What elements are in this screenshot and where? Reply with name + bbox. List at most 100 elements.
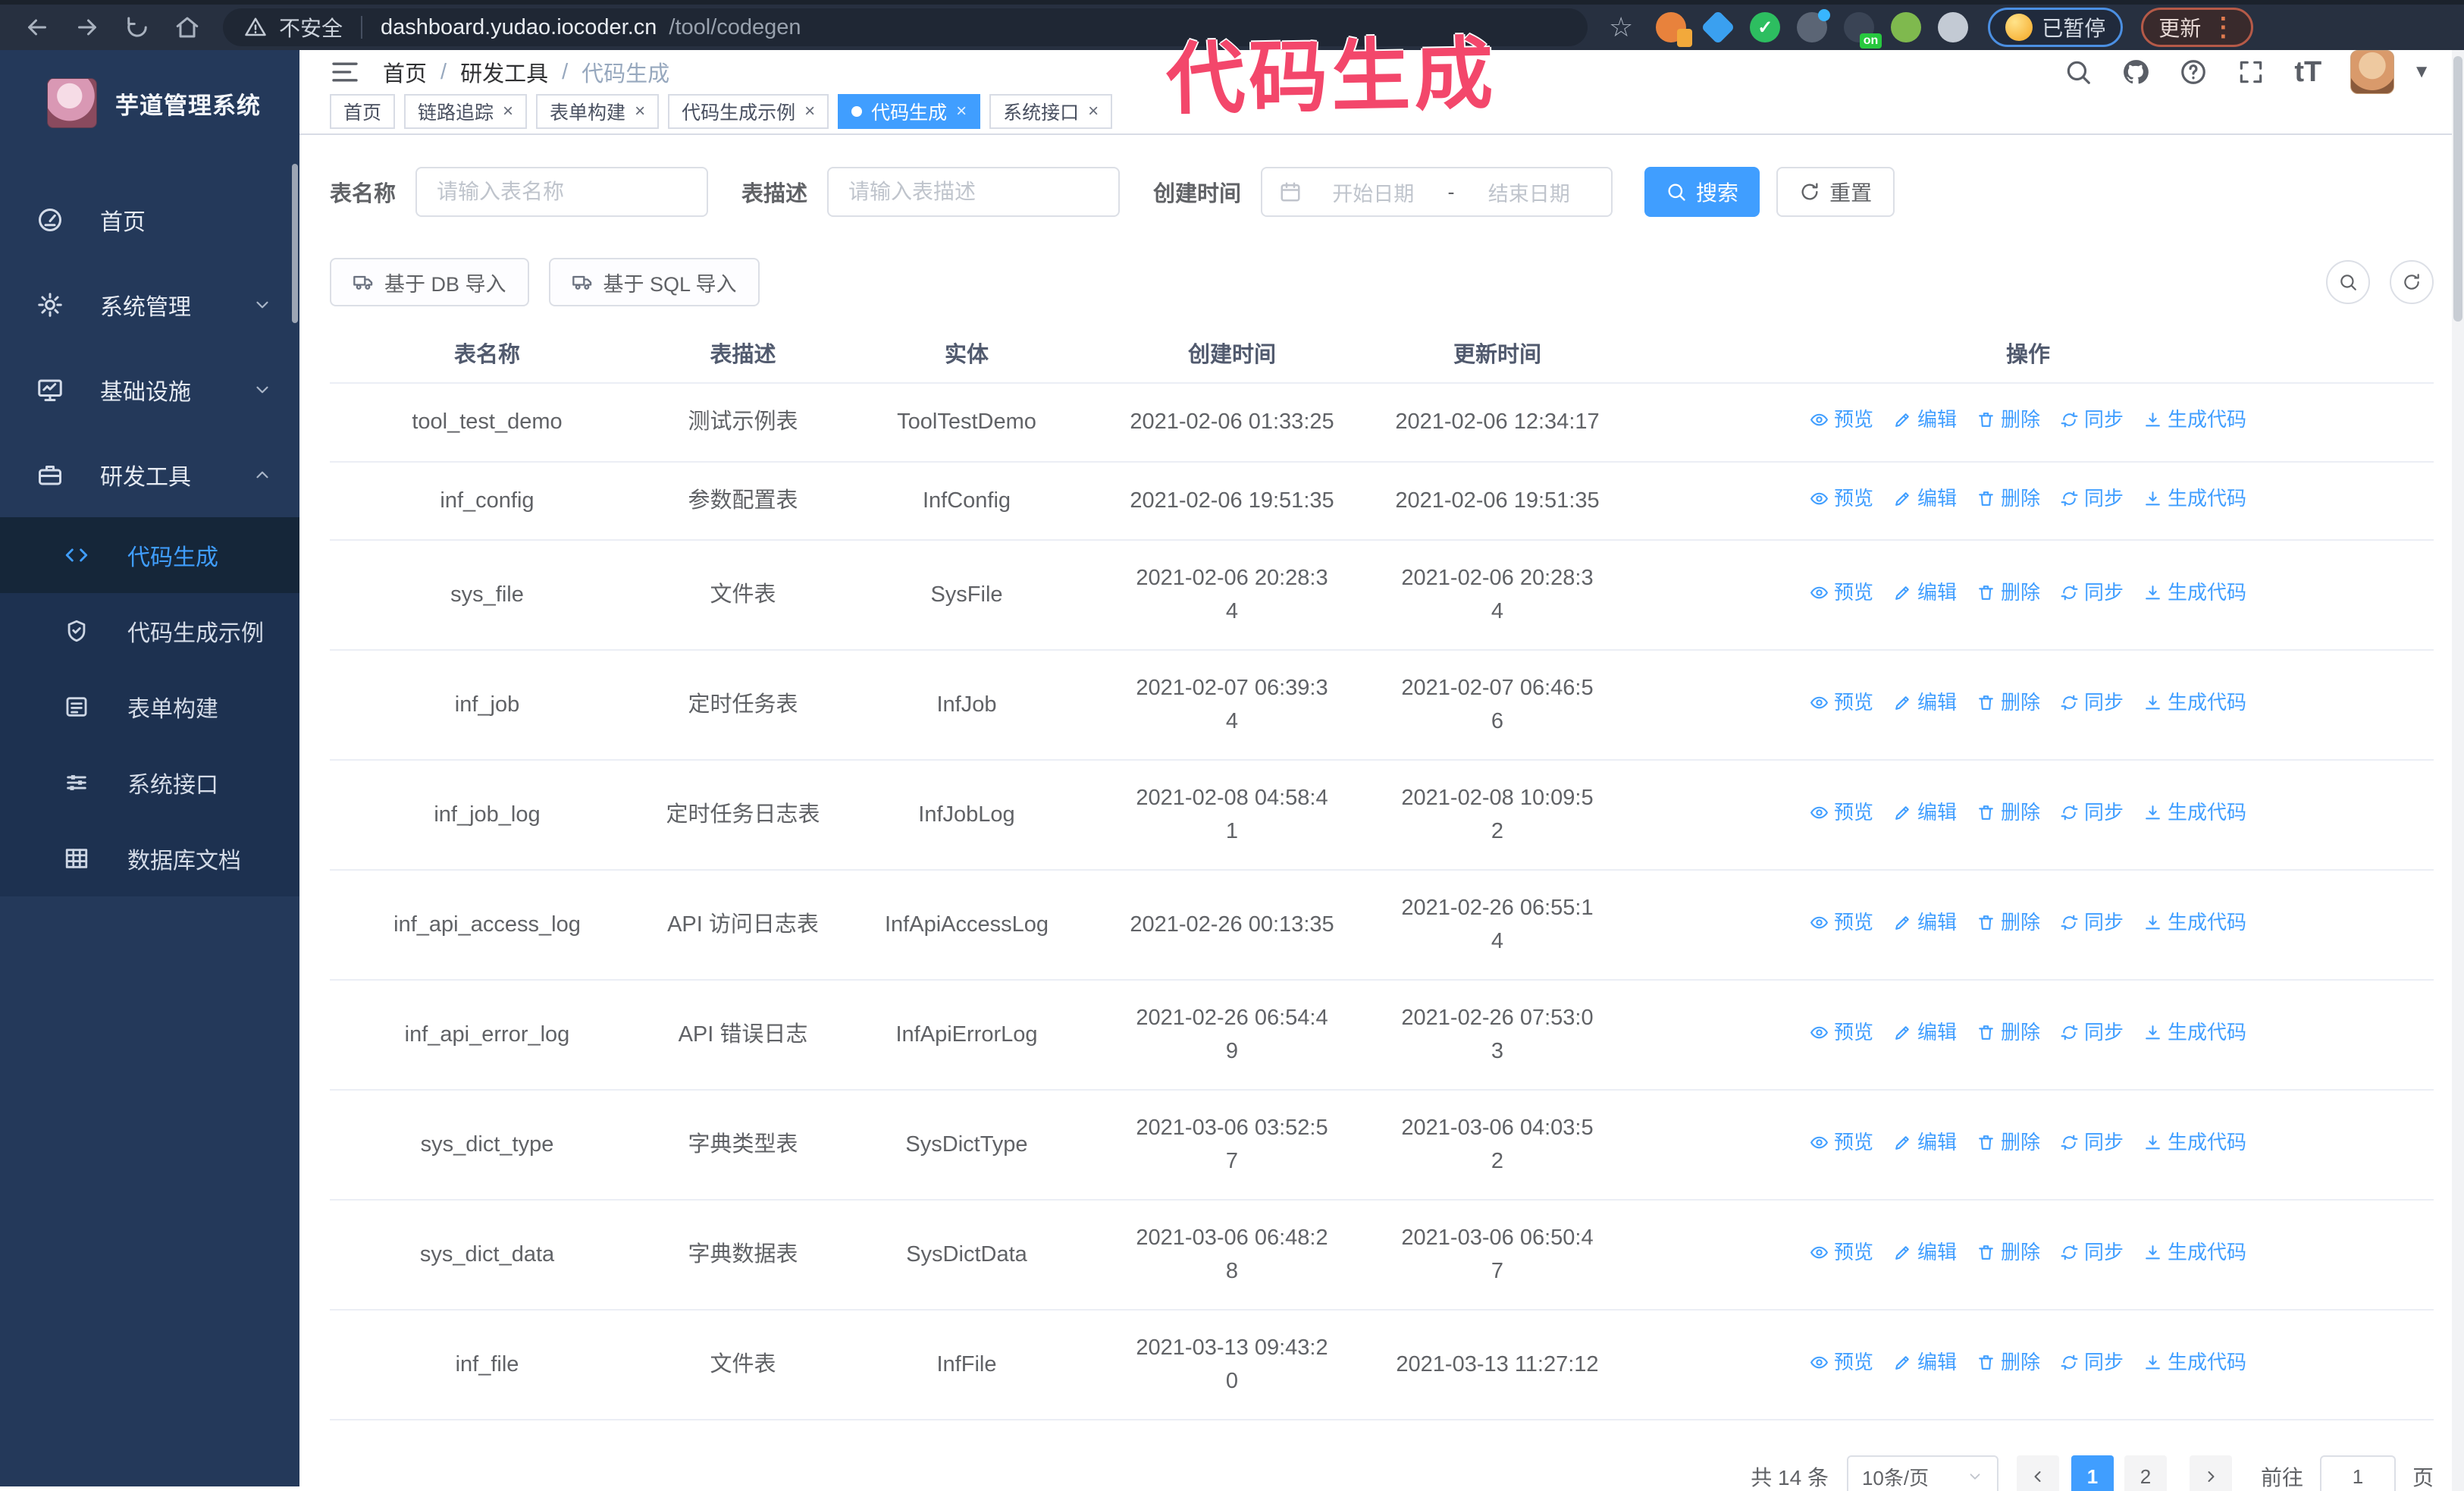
tab-2[interactable]: 表单构建 × [536, 94, 660, 129]
ext-green-pet-icon[interactable] [1891, 12, 1922, 42]
font-size-icon[interactable]: tT [2294, 55, 2322, 88]
hamburger-icon[interactable] [330, 57, 360, 87]
action-download-link[interactable]: 生成代码 [2143, 908, 2246, 937]
tab-1[interactable]: 链路追踪 × [404, 94, 528, 129]
tab-5[interactable]: 系统接口 × [989, 94, 1113, 129]
reset-button[interactable]: 重置 [1776, 167, 1895, 217]
action-sync-link[interactable]: 同步 [2060, 1128, 2124, 1157]
next-page-button[interactable] [2189, 1455, 2232, 1491]
action-trash-link[interactable]: 删除 [1977, 1238, 2040, 1267]
table-desc-input[interactable] [827, 167, 1121, 217]
action-trash-link[interactable]: 删除 [1977, 484, 2040, 513]
home-icon[interactable] [165, 5, 209, 49]
action-trash-link[interactable]: 删除 [1977, 1018, 2040, 1047]
ext-grid-drop-icon[interactable] [1797, 9, 1831, 42]
import-db-button[interactable]: 基于 DB 导入 [330, 258, 529, 306]
breadcrumb-home[interactable]: 首页 [383, 62, 428, 86]
date-range-picker[interactable]: 开始日期 - 结束日期 [1261, 167, 1613, 217]
sidebar-item-0[interactable]: 首页 [0, 177, 299, 262]
action-eye-link[interactable]: 预览 [1810, 405, 1873, 435]
sidebar-subitem-3[interactable]: 系统接口 [0, 745, 299, 821]
import-sql-button[interactable]: 基于 SQL 导入 [548, 258, 760, 306]
action-trash-link[interactable]: 删除 [1977, 908, 2040, 937]
action-sync-link[interactable]: 同步 [2060, 405, 2124, 435]
goto-page-input[interactable] [2319, 1455, 2396, 1491]
tab-close-icon[interactable]: × [635, 101, 646, 121]
sidebar-subitem-0[interactable]: 代码生成 [0, 517, 299, 593]
sidebar-subitem-2[interactable]: 表单构建 [0, 669, 299, 745]
sidebar-item-1[interactable]: 系统管理 [0, 262, 299, 347]
ext-blue-gem-icon[interactable] [1701, 10, 1735, 45]
refresh-table-button[interactable] [2390, 260, 2434, 304]
tab-0[interactable]: 首页 [330, 94, 396, 129]
ext-dark-on-icon[interactable]: on [1844, 12, 1882, 49]
action-eye-link[interactable]: 预览 [1810, 908, 1873, 937]
action-trash-link[interactable]: 删除 [1977, 1348, 2040, 1377]
action-download-link[interactable]: 生成代码 [2143, 1348, 2246, 1377]
prev-page-button[interactable] [2016, 1455, 2059, 1491]
action-download-link[interactable]: 生成代码 [2143, 798, 2246, 827]
back-icon[interactable] [15, 5, 59, 49]
bookmark-star-icon[interactable]: ☆ [1609, 11, 1634, 42]
action-eye-link[interactable]: 预览 [1810, 1128, 1873, 1157]
action-download-link[interactable]: 生成代码 [2143, 578, 2246, 607]
action-eye-link[interactable]: 预览 [1810, 1348, 1873, 1377]
action-trash-link[interactable]: 删除 [1977, 1128, 2040, 1157]
action-edit-link[interactable]: 编辑 [1893, 688, 1957, 717]
sidebar-item-2[interactable]: 基础设施 [0, 347, 299, 432]
action-trash-link[interactable]: 删除 [1977, 578, 2040, 607]
fullscreen-icon[interactable] [2237, 58, 2265, 86]
ext-orange-app-icon[interactable] [1656, 12, 1693, 47]
action-edit-link[interactable]: 编辑 [1893, 908, 1957, 937]
window-scrollbar-thumb[interactable] [2453, 56, 2462, 322]
action-eye-link[interactable]: 预览 [1810, 1238, 1873, 1267]
search-icon[interactable] [2064, 58, 2093, 86]
avatar-caret-icon[interactable]: ▼ [2412, 61, 2431, 82]
tab-3[interactable]: 代码生成示例 × [668, 94, 829, 129]
breadcrumb-devtools[interactable]: 研发工具 [460, 62, 549, 86]
ext-puzzle-icon[interactable] [1938, 12, 1969, 42]
user-avatar[interactable] [2350, 50, 2395, 94]
action-sync-link[interactable]: 同步 [2060, 688, 2124, 717]
page-button-2[interactable]: 2 [2124, 1455, 2167, 1491]
sidebar-subitem-4[interactable]: 数据库文档 [0, 821, 299, 896]
action-sync-link[interactable]: 同步 [2060, 798, 2124, 827]
help-icon[interactable] [2179, 58, 2208, 86]
update-button[interactable]: 更新 ⋮ [2141, 8, 2254, 47]
table-name-input[interactable] [415, 167, 709, 217]
start-date-placeholder[interactable]: 开始日期 [1332, 182, 1415, 206]
sidebar-subitem-1[interactable]: 代码生成示例 [0, 593, 299, 669]
tab-close-icon[interactable]: × [503, 101, 514, 121]
tab-close-icon[interactable]: × [956, 101, 967, 121]
action-edit-link[interactable]: 编辑 [1893, 1238, 1957, 1267]
action-trash-link[interactable]: 删除 [1977, 688, 2040, 717]
action-edit-link[interactable]: 编辑 [1893, 484, 1957, 513]
action-eye-link[interactable]: 预览 [1810, 688, 1873, 717]
action-download-link[interactable]: 生成代码 [2143, 688, 2246, 717]
action-download-link[interactable]: 生成代码 [2143, 484, 2246, 513]
action-sync-link[interactable]: 同步 [2060, 1018, 2124, 1047]
action-eye-link[interactable]: 预览 [1810, 578, 1873, 607]
page-button-1[interactable]: 1 [2071, 1455, 2114, 1491]
reload-icon[interactable] [115, 5, 159, 49]
action-edit-link[interactable]: 编辑 [1893, 1348, 1957, 1377]
sidebar-scrollbar[interactable] [292, 164, 298, 323]
action-sync-link[interactable]: 同步 [2060, 578, 2124, 607]
action-edit-link[interactable]: 编辑 [1893, 798, 1957, 827]
address-bar[interactable]: 不安全 dashboard.yudao.iocoder.cn/tool/code… [223, 8, 1588, 46]
page-size-select[interactable]: 10条/页 [1846, 1455, 1998, 1491]
action-sync-link[interactable]: 同步 [2060, 1348, 2124, 1377]
action-sync-link[interactable]: 同步 [2060, 484, 2124, 513]
paused-badge[interactable]: 已暂停 [1988, 8, 2124, 47]
search-button[interactable]: 搜索 [1644, 167, 1760, 217]
action-edit-link[interactable]: 编辑 [1893, 1018, 1957, 1047]
action-edit-link[interactable]: 编辑 [1893, 1128, 1957, 1157]
action-eye-link[interactable]: 预览 [1810, 1018, 1873, 1047]
action-trash-link[interactable]: 删除 [1977, 798, 2040, 827]
action-eye-link[interactable]: 预览 [1810, 484, 1873, 513]
action-edit-link[interactable]: 编辑 [1893, 405, 1957, 435]
tab-close-icon[interactable]: × [1088, 101, 1099, 121]
tab-4[interactable]: 代码生成 × [838, 94, 981, 129]
tab-close-icon[interactable]: × [804, 101, 816, 121]
action-sync-link[interactable]: 同步 [2060, 908, 2124, 937]
